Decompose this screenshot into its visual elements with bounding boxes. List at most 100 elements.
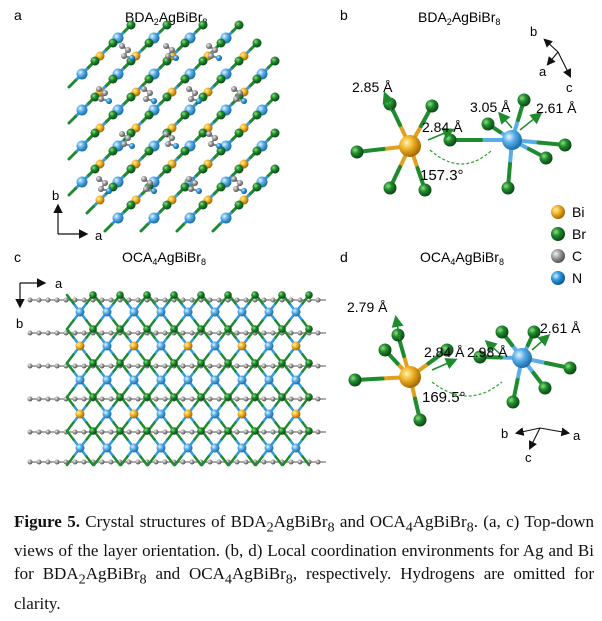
bromine-atom <box>162 20 172 30</box>
bond-length-label: 3.05 Å <box>470 99 511 115</box>
bromine-atom <box>116 359 124 367</box>
carbon-atom <box>54 396 60 402</box>
axis-a-label: a <box>55 276 63 291</box>
carbon-atom <box>45 459 51 465</box>
carbon-atom <box>180 363 186 369</box>
bromine-atom <box>501 181 515 195</box>
bromine-atom <box>90 56 100 66</box>
carbon-atom <box>126 363 132 369</box>
carbon-atom <box>45 330 51 336</box>
bond-length-arrow <box>382 91 394 113</box>
legend-label: N <box>572 270 582 286</box>
bond <box>247 455 257 467</box>
silver-atom <box>237 375 247 385</box>
bromine-atom <box>252 110 262 120</box>
carbon-atom <box>297 330 303 336</box>
bond-length-label: 2.79 Å <box>347 299 388 315</box>
bromine-atom <box>197 291 205 299</box>
carbon-atom <box>261 330 267 336</box>
bromine-atom <box>143 291 151 299</box>
bromine-atom <box>89 427 97 435</box>
caption-text: Crystal structures of BDA <box>79 512 267 531</box>
bromine-atom <box>270 56 280 66</box>
crystal-structure-figure: a BDA2AgBiBr8 b a b BDA2AgBiBr8 2.85 Å 2… <box>14 7 586 467</box>
carbon-atom <box>169 135 175 141</box>
silver-atom <box>102 307 112 317</box>
axis-c-label: c <box>525 450 532 465</box>
carbon-atom <box>36 396 42 402</box>
bromine-atom <box>108 74 118 84</box>
carbon-atom <box>306 297 312 303</box>
caption-text: AgBiBr <box>231 564 286 584</box>
nitrogen-atom <box>196 188 202 194</box>
bromine-atom <box>527 325 541 339</box>
bromine-atom <box>198 200 208 210</box>
carbon-atom <box>81 396 87 402</box>
silver-atom <box>184 212 196 224</box>
angle-arc <box>429 149 493 165</box>
carbon-atom <box>171 297 177 303</box>
carbon-atom <box>216 429 222 435</box>
bromine-atom <box>224 291 232 299</box>
carbon-atom <box>96 176 102 182</box>
bromine-atom <box>162 92 172 102</box>
carbon-atom <box>180 330 186 336</box>
nitrogen-atom <box>241 98 247 104</box>
carbon-atom <box>192 180 198 186</box>
carbon-atom <box>234 459 240 465</box>
bromine-atom <box>563 361 577 375</box>
carbon-atom <box>72 330 78 336</box>
carbon-atom <box>207 297 213 303</box>
nitrogen-atom <box>173 55 179 61</box>
bromine-atom <box>126 164 136 174</box>
bromine-atom <box>278 291 286 299</box>
bismuth-atom <box>237 409 247 419</box>
figure-label: Figure 5. <box>14 512 80 531</box>
carbon-atom <box>141 176 147 182</box>
nitrogen-atom <box>196 98 202 104</box>
carbon-atom <box>125 47 131 53</box>
bond-angle-label: 157.3° <box>420 167 464 184</box>
silver-atom <box>76 104 88 116</box>
bromine-atom <box>278 393 286 401</box>
panel-c: c OCA4AgBiBr8 a b <box>14 249 326 467</box>
carbon-atom <box>288 297 294 303</box>
silver-atom <box>264 409 274 419</box>
bromine-atom <box>270 128 280 138</box>
carbon-atom <box>81 330 87 336</box>
bromine-atom <box>197 393 205 401</box>
carbon-atom <box>188 96 194 102</box>
carbon-atom <box>180 429 186 435</box>
bromine-atom <box>116 427 124 435</box>
carbon-atom <box>99 396 105 402</box>
carbon-atom <box>36 363 42 369</box>
bromine-atom <box>481 117 495 131</box>
silver-atom <box>76 68 88 80</box>
bond-length-arrow <box>431 358 458 371</box>
bromine-atom <box>116 393 124 401</box>
carbon-atom <box>243 363 249 369</box>
silver-atom <box>210 341 220 351</box>
silver-atom <box>183 307 193 317</box>
silver-atom <box>183 375 193 385</box>
bromine-atom <box>180 110 190 120</box>
bond <box>67 115 77 125</box>
silver-atom <box>129 443 139 453</box>
carbon-atom <box>144 297 150 303</box>
bond <box>67 79 77 89</box>
carbon-atom <box>279 297 285 303</box>
carbon-atom <box>186 86 192 92</box>
carbon-atom <box>243 330 249 336</box>
bromine-atom <box>558 138 572 152</box>
carbon-atom <box>162 396 168 402</box>
carbon-atom <box>98 96 104 102</box>
carbon-atom <box>162 363 168 369</box>
bromine-atom <box>224 359 232 367</box>
bond-length-label: 2.85 Å <box>352 79 393 95</box>
bromine-atom <box>270 164 280 174</box>
bond-length-label: 2.61 Å <box>540 320 581 336</box>
carbon-atom <box>288 459 294 465</box>
bond-length-arrow <box>498 111 513 129</box>
carbon-atom <box>36 429 42 435</box>
carbon-atom <box>119 131 125 137</box>
